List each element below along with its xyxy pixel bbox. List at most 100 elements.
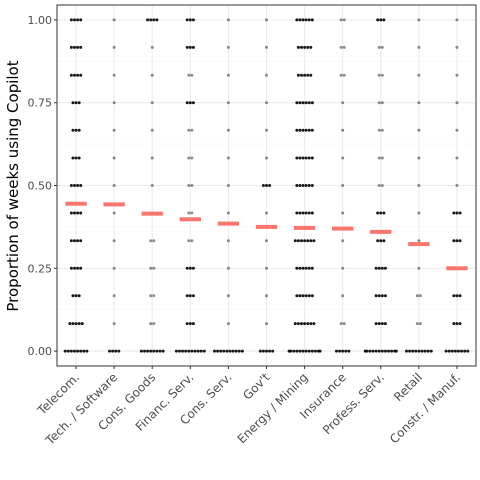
- data-point: [379, 239, 383, 243]
- data-point: [187, 349, 191, 353]
- data-point: [380, 322, 384, 326]
- data-point: [265, 73, 268, 77]
- data-point: [71, 322, 75, 326]
- data-point: [155, 349, 159, 353]
- data-point: [452, 239, 456, 243]
- data-point: [411, 349, 415, 353]
- data-point: [187, 128, 191, 132]
- data-point: [377, 73, 381, 77]
- data-point: [374, 294, 378, 298]
- data-point: [418, 322, 422, 326]
- data-point: [69, 266, 73, 270]
- data-point: [420, 349, 424, 353]
- data-point: [196, 349, 200, 353]
- data-point: [112, 18, 116, 22]
- data-point: [112, 294, 116, 298]
- data-point: [296, 73, 300, 77]
- data-point: [377, 266, 381, 270]
- data-point: [152, 349, 156, 353]
- data-point: [376, 211, 380, 215]
- data-point: [309, 322, 313, 326]
- data-point: [174, 349, 178, 353]
- data-point: [265, 101, 268, 105]
- data-point: [152, 294, 156, 298]
- data-point: [185, 266, 189, 270]
- data-point: [301, 294, 305, 298]
- data-point: [417, 239, 421, 243]
- data-point: [79, 45, 83, 49]
- data-point: [265, 184, 268, 187]
- data-point: [226, 18, 230, 22]
- data-point: [303, 45, 307, 49]
- data-point: [187, 73, 191, 77]
- data-point: [310, 101, 314, 105]
- data-point: [298, 349, 302, 353]
- data-point: [310, 266, 314, 270]
- data-point: [112, 239, 116, 243]
- data-point: [458, 294, 462, 298]
- data-point: [344, 349, 348, 353]
- data-point: [452, 322, 456, 326]
- data-point: [190, 211, 194, 215]
- data-point: [306, 73, 310, 77]
- y-axis: 0.00 0.25 0.50 0.75 1.00: [28, 14, 57, 358]
- data-point: [298, 266, 302, 270]
- data-point: [187, 239, 191, 243]
- data-point: [341, 349, 345, 353]
- data-point: [295, 128, 299, 132]
- data-point: [417, 349, 421, 353]
- data-point: [455, 239, 459, 243]
- data-point: [455, 45, 459, 49]
- data-point: [306, 322, 310, 326]
- data-point: [304, 18, 308, 22]
- data-point: [237, 349, 241, 353]
- data-point: [377, 322, 381, 326]
- data-point: [265, 322, 268, 326]
- data-point: [380, 128, 384, 132]
- data-point: [296, 45, 300, 49]
- data-point: [150, 156, 154, 160]
- data-point: [225, 349, 229, 353]
- data-point: [298, 128, 302, 132]
- data-point: [310, 184, 314, 187]
- data-point: [466, 349, 470, 353]
- data-point: [190, 239, 194, 243]
- data-point: [265, 128, 268, 132]
- data-point: [380, 45, 384, 49]
- data-point: [414, 349, 418, 353]
- data-point: [296, 239, 300, 243]
- data-point: [112, 156, 116, 160]
- data-point: [309, 45, 313, 49]
- data-point: [185, 294, 189, 298]
- data-point: [69, 73, 73, 77]
- data-point: [71, 294, 75, 298]
- data-point: [455, 211, 459, 215]
- data-point: [111, 349, 115, 353]
- data-point: [73, 239, 76, 243]
- data-point: [342, 73, 346, 77]
- data-point: [306, 45, 310, 49]
- data-point: [310, 211, 314, 215]
- data-point: [76, 45, 80, 49]
- data-point: [310, 128, 314, 132]
- data-point: [383, 349, 387, 353]
- mean-bars: [65, 201, 468, 271]
- data-point: [226, 294, 230, 298]
- data-point: [417, 266, 421, 270]
- data-point: [310, 156, 314, 160]
- data-point: [377, 128, 381, 132]
- data-point: [73, 45, 76, 49]
- data-point: [418, 294, 422, 298]
- data-point: [73, 349, 76, 353]
- data-point: [150, 73, 154, 77]
- data-point: [150, 184, 154, 187]
- data-point: [74, 128, 78, 132]
- data-point: [293, 239, 297, 243]
- data-point: [339, 18, 343, 22]
- data-point: [112, 211, 116, 215]
- data-point: [271, 349, 275, 353]
- data-point: [404, 349, 408, 353]
- data-point: [301, 18, 305, 22]
- data-point: [390, 349, 394, 353]
